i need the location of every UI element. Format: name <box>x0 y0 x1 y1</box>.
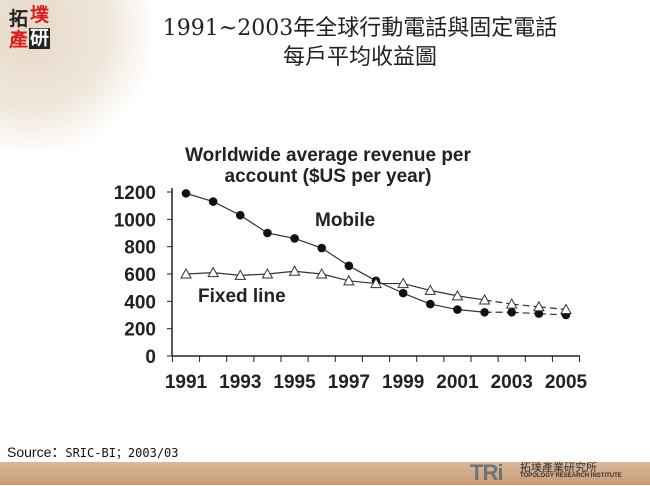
fixed-line-point <box>560 303 572 315</box>
series-label-mobile: Mobile <box>315 210 375 231</box>
fixed-line-point <box>505 298 518 309</box>
fixed-line-line-segment <box>457 295 485 301</box>
tri-logo-english: TOPOLOGY RESEARCH INSTITUTE <box>520 473 622 479</box>
revenue-chart: Worldwide average revenue per account ($… <box>114 145 588 393</box>
mobile-line-segment <box>402 292 431 305</box>
mobile-point <box>425 299 435 309</box>
mobile-line-segment <box>348 265 377 282</box>
mobile-point <box>480 307 489 317</box>
x-tick-label: 1997 <box>328 372 370 393</box>
mobile-line-segment <box>267 232 295 240</box>
tri-logo: 拓 墣 產 研 <box>8 5 50 53</box>
mobile-point <box>235 210 245 220</box>
fixed-line-point <box>397 277 409 289</box>
logo-char: 研 <box>29 27 50 49</box>
x-tick-label: 1995 <box>273 372 316 393</box>
y-tick-label: 0 <box>145 347 156 368</box>
mobile-point <box>453 305 462 314</box>
x-tick-label: 2001 <box>436 372 479 393</box>
x-tick-label: 2005 <box>545 372 588 393</box>
y-tick-label: 400 <box>124 292 156 313</box>
page-title: 1991~2003年全球行動電話與固定電話 每戶平均收益圖 <box>100 14 620 72</box>
mobile-line-segment <box>511 311 539 315</box>
y-tick-label: 600 <box>124 265 156 286</box>
tri-logo-mark: TRi <box>470 460 503 485</box>
fixed-line-point <box>261 267 274 279</box>
mobile-line-segment <box>185 192 214 203</box>
fixed-line-line-segment <box>484 299 512 305</box>
mobile-line-segment <box>375 280 404 294</box>
y-tick-label: 800 <box>124 238 156 259</box>
fixed-line-line-segment <box>348 280 377 285</box>
mobile-line-segment <box>212 201 241 216</box>
fixed-line-point <box>478 293 491 305</box>
fixed-line-line-segment <box>402 282 431 291</box>
logo-char: 墣 <box>29 4 49 26</box>
mobile-line-segment <box>538 313 567 316</box>
footer-bar <box>0 462 650 485</box>
fixed-line-point <box>370 277 382 289</box>
logo-char: 拓 <box>8 8 28 30</box>
series-label-fixed-line: Fixed line <box>198 286 286 307</box>
x-tick-label: 1991 <box>165 372 208 393</box>
footer-logo: TRi 拓墣產業研究所 TOPOLOGY RESEARCH INSTITUTE <box>470 458 650 485</box>
x-tick-label: 1993 <box>219 372 261 393</box>
chart-title-line-2: account ($US per year) <box>225 166 432 187</box>
fixed-line-line-segment <box>240 273 268 276</box>
fixed-line-point <box>234 269 247 280</box>
fixed-line-point <box>451 289 464 301</box>
mobile-point <box>208 197 218 206</box>
logo-char: 產 <box>8 29 28 51</box>
mobile-point <box>534 309 544 318</box>
fixed-line-point <box>315 267 328 279</box>
mobile-line-segment <box>430 303 458 311</box>
mobile-line-segment <box>457 308 485 313</box>
fixed-line-point <box>533 300 545 312</box>
x-tick-label: 1999 <box>382 372 424 393</box>
source-label: Source： <box>7 444 66 460</box>
fixed-line-line-segment <box>430 289 458 297</box>
mobile-point <box>317 243 327 253</box>
fixed-line-point <box>343 274 355 286</box>
fixed-line-line-segment <box>185 272 214 275</box>
mobile-point <box>181 189 191 198</box>
title-line-2: 每戶平均收益圖 <box>282 45 437 70</box>
background-map <box>0 0 150 150</box>
chart-title-line-1: Worldwide average revenue per <box>185 145 471 166</box>
mobile-point <box>344 261 354 271</box>
fixed-line-line-segment <box>511 303 539 308</box>
mobile-point <box>290 234 299 243</box>
fixed-line-line-segment <box>213 272 241 276</box>
fixed-line-line-segment <box>321 273 350 282</box>
source-value: SRIC-BI；2003/03 <box>65 446 179 460</box>
fixed-line-line-segment <box>294 270 322 275</box>
fixed-line-point <box>180 267 192 279</box>
tri-logo-chinese: 拓墣產業研究所 <box>520 461 597 474</box>
fixed-line-point <box>207 266 219 278</box>
x-tick-label: 2003 <box>491 372 533 393</box>
y-tick-label: 200 <box>124 320 156 341</box>
mobile-point <box>398 288 408 298</box>
mobile-point <box>263 228 272 238</box>
source-note: Source：SRIC-BI；2003/03 <box>7 442 179 462</box>
title-line-1: 1991~2003年全球行動電話與固定電話 <box>162 16 558 41</box>
fixed-line-line-segment <box>267 270 295 275</box>
fixed-line-point <box>424 284 437 295</box>
fixed-line-line-segment <box>538 306 567 311</box>
fixed-line-point <box>288 265 301 276</box>
mobile-point <box>507 307 517 317</box>
y-tick-label: 1200 <box>114 183 156 204</box>
mobile-line-segment <box>239 214 268 234</box>
mobile-line-segment <box>321 247 350 267</box>
mobile-line-segment <box>294 237 322 249</box>
y-tick-label: 1000 <box>114 210 156 231</box>
